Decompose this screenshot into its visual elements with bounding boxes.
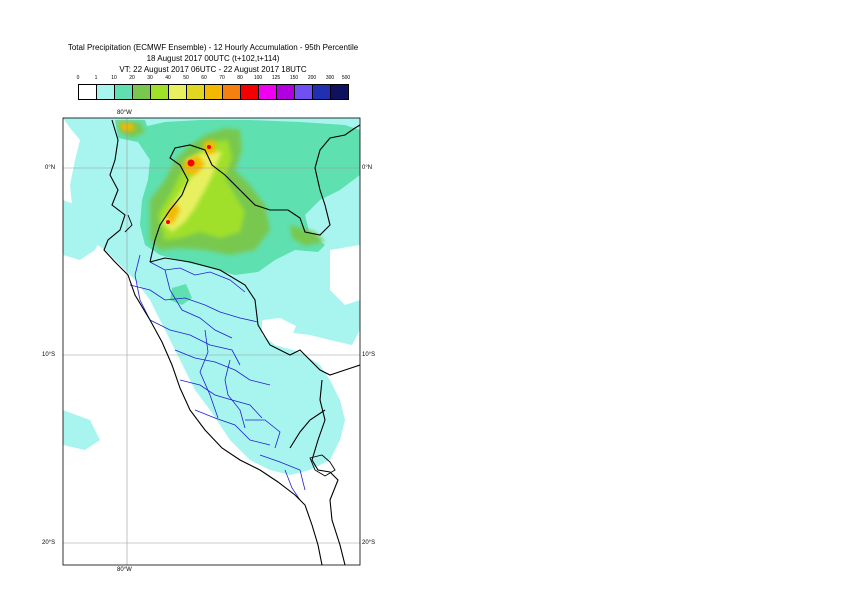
legend-tick-label: 300 [325, 75, 335, 81]
map-title-line3: VT: 22 August 2017 06UTC - 22 August 201… [119, 65, 307, 74]
legend-tick-label: 70 [219, 75, 225, 81]
legend-tick-label: 10 [111, 75, 117, 81]
admin-boundaries [129, 254, 306, 501]
lon-label-bottom: 80°W [117, 567, 132, 573]
lat-label-0-right: 0°N [362, 165, 373, 171]
legend-color-box [330, 84, 349, 100]
lat-label-10s-right: 10°S [362, 352, 376, 358]
legend-tick-label: 500 [341, 75, 351, 81]
map-title-line1: Total Precipitation (ECMWF Ensemble) - 1… [67, 43, 359, 52]
precip-shading-80-100 [166, 145, 211, 224]
lat-label-10s-left: 10°S [42, 352, 56, 358]
map-frame [62, 117, 361, 566]
legend-tick-label: 0 [76, 75, 80, 81]
legend-tick-label: 20 [129, 75, 135, 81]
lat-label-20s-left: 20°S [42, 540, 56, 546]
legend-tick-label: 150 [289, 75, 299, 81]
legend-tick-label: 60 [201, 75, 207, 81]
precip-shading-60-80 [118, 123, 216, 225]
map-title-line2: 18 August 2017 00UTC (t+102,t+114) [146, 54, 280, 63]
lat-label-20s-right: 20°S [362, 540, 376, 546]
legend-tick-label: 80 [237, 75, 243, 81]
lon-label-top: 80°W [117, 110, 132, 116]
legend-tick-label: 1 [94, 75, 98, 81]
legend-tick-label: 30 [147, 75, 153, 81]
legend-tick-label: 50 [183, 75, 189, 81]
legend-tick-label: 40 [165, 75, 171, 81]
legend-tick-label: 100 [253, 75, 263, 81]
country-borders [103, 119, 360, 565]
legend-tick-label: 200 [307, 75, 317, 81]
legend-tick-label: 125 [271, 75, 281, 81]
lat-label-0-left: 0°N [45, 165, 56, 171]
